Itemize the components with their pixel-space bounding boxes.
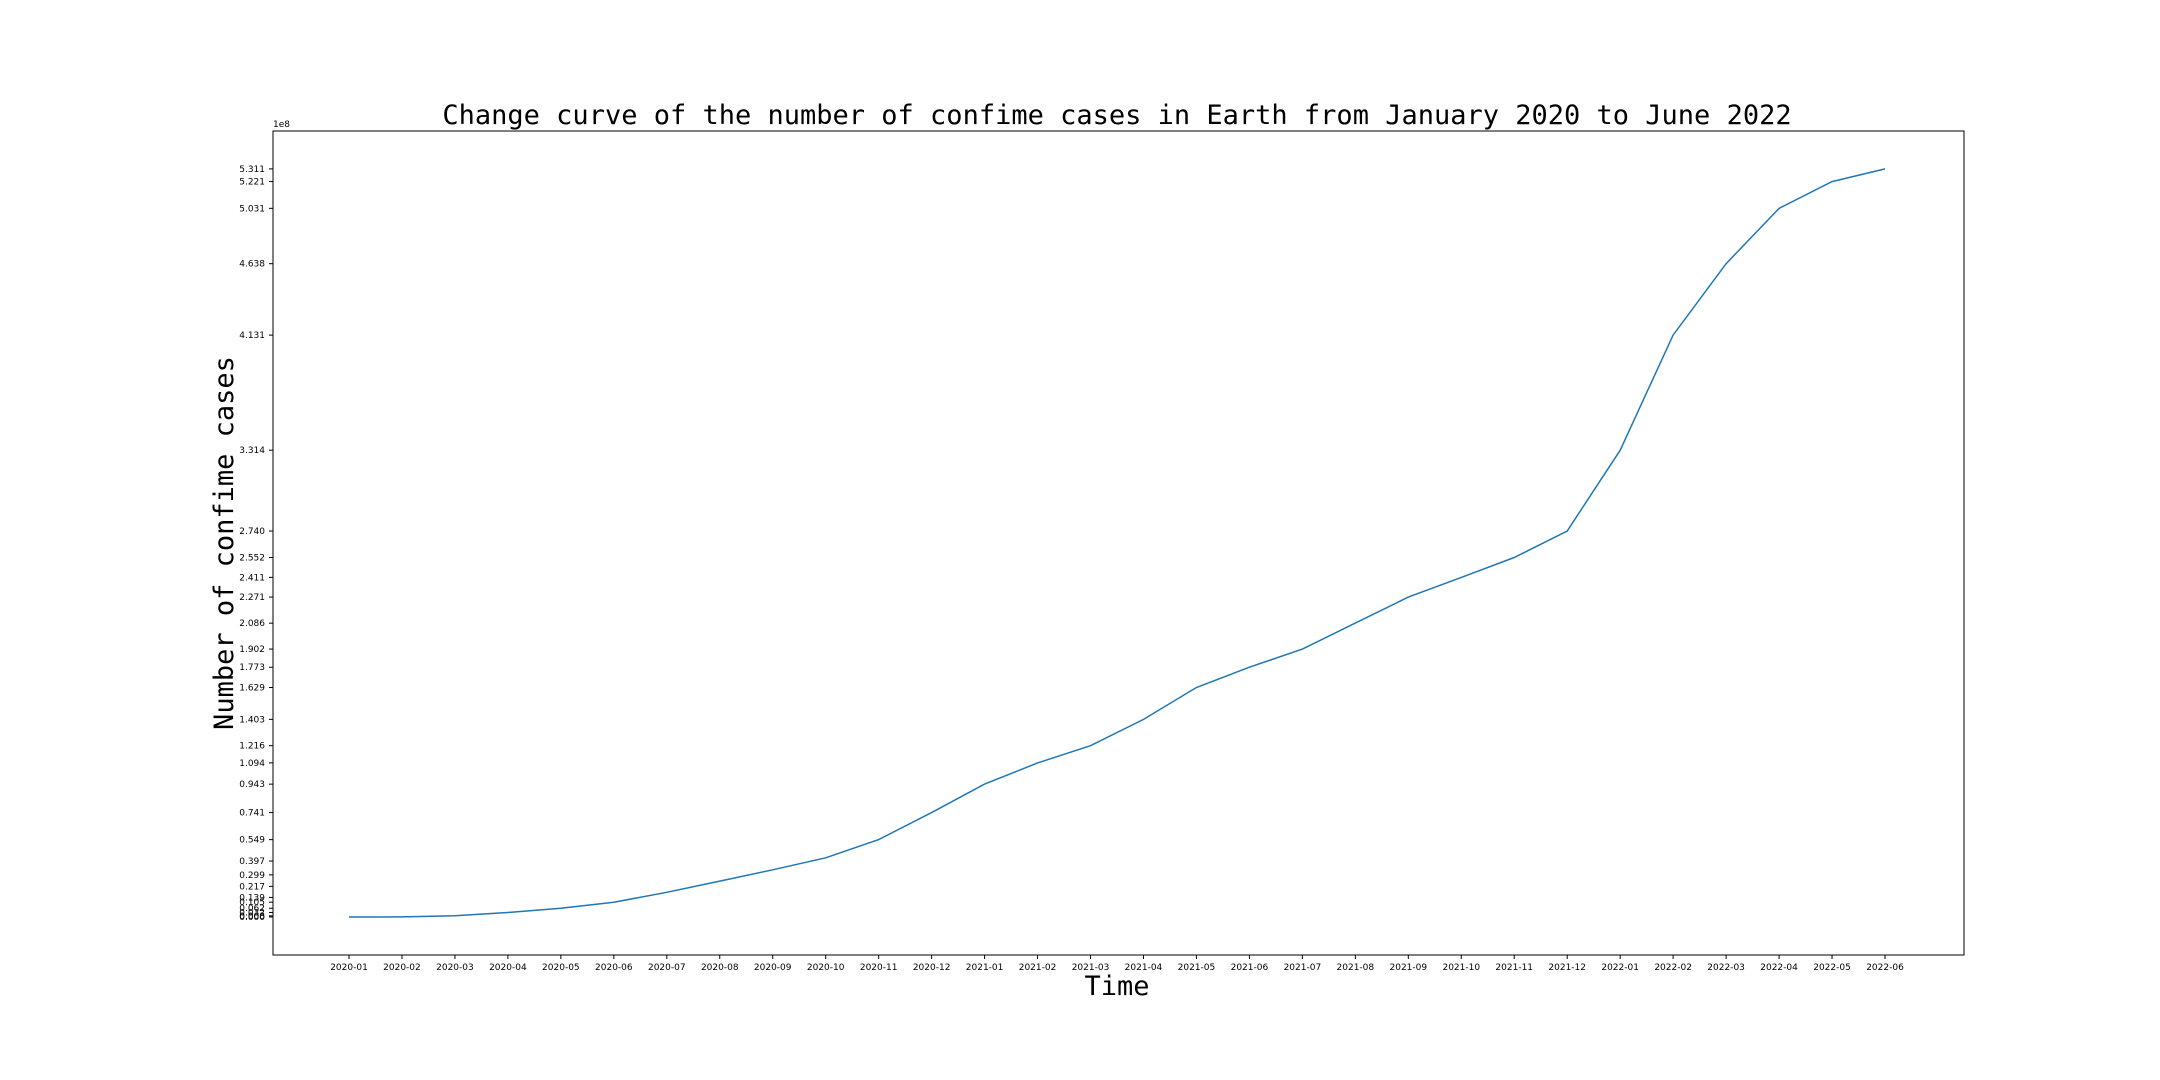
y-tick-label: 2.411 bbox=[239, 573, 265, 583]
y-tick-label: 0.549 bbox=[239, 836, 265, 846]
x-tick-label: 2021-03 bbox=[1072, 963, 1110, 973]
series-line bbox=[348, 168, 1886, 918]
y-tick-label: 5.221 bbox=[239, 178, 265, 188]
x-tick-label: 2022-04 bbox=[1760, 963, 1798, 973]
y-tick-label: 2.271 bbox=[239, 593, 265, 603]
y-tick-label: 1.629 bbox=[239, 684, 265, 694]
y-tick-label: 2.086 bbox=[239, 619, 265, 629]
y-tick-label: 0.397 bbox=[239, 857, 265, 867]
x-tick-label: 2020-09 bbox=[754, 963, 792, 973]
x-tick-label: 2020-10 bbox=[807, 963, 845, 973]
y-tick-label: 2.552 bbox=[239, 554, 265, 564]
x-tick-label: 2021-10 bbox=[1442, 963, 1480, 973]
y-tick-label: 0.105 bbox=[239, 898, 265, 908]
y-tick-label: 5.311 bbox=[239, 165, 265, 175]
chart-title: Change curve of the number of confime ca… bbox=[442, 100, 1791, 131]
x-tick-label: 2022-03 bbox=[1707, 963, 1745, 973]
y-axis-offset-label: 1e8 bbox=[273, 120, 290, 130]
x-tick-label: 2021-02 bbox=[1019, 963, 1057, 973]
y-tick-label: 4.131 bbox=[239, 331, 265, 341]
y-tick-label: 1.403 bbox=[239, 715, 265, 725]
x-tick-label: 2020-07 bbox=[648, 963, 686, 973]
y-axis-label: Number of confime cases bbox=[209, 356, 240, 730]
y-tick-label: 0.062 bbox=[239, 904, 265, 914]
x-tick-label: 2022-01 bbox=[1601, 963, 1639, 973]
x-tick-label: 2022-05 bbox=[1813, 963, 1851, 973]
x-tick-label: 2021-01 bbox=[966, 963, 1004, 973]
y-tick-label: 0.943 bbox=[239, 780, 265, 790]
x-tick-label: 2021-12 bbox=[1548, 963, 1586, 973]
x-tick-label: 2020-02 bbox=[383, 963, 421, 973]
x-tick-label: 2020-11 bbox=[860, 963, 898, 973]
y-tick-label: 0.032 bbox=[239, 908, 265, 918]
y-tick-label: 0.008 bbox=[239, 912, 265, 922]
y-tick-label: 5.031 bbox=[239, 204, 265, 214]
y-tick-label: 0.000 bbox=[239, 913, 265, 923]
y-tick-label: 0.741 bbox=[239, 809, 265, 819]
x-tick-label: 2021-07 bbox=[1284, 963, 1322, 973]
x-tick-label: 2020-05 bbox=[542, 963, 580, 973]
y-tick-label: 0.139 bbox=[239, 893, 265, 903]
plot-frame bbox=[272, 130, 1965, 956]
x-tick-label: 2021-05 bbox=[1178, 963, 1216, 973]
y-tick-label: 2.740 bbox=[239, 527, 265, 537]
x-tick-label: 2020-04 bbox=[489, 963, 527, 973]
y-tick-label: 1.773 bbox=[239, 663, 265, 673]
x-tick-label: 2021-11 bbox=[1495, 963, 1533, 973]
x-tick-label: 2021-06 bbox=[1231, 963, 1269, 973]
y-tick-label: 1.902 bbox=[239, 645, 265, 655]
y-tick-label: 0.299 bbox=[239, 871, 265, 881]
x-tick-label: 2020-06 bbox=[595, 963, 633, 973]
y-tick-label: 4.638 bbox=[239, 260, 265, 270]
x-tick-label: 2022-02 bbox=[1654, 963, 1692, 973]
x-tick-label: 2022-06 bbox=[1866, 963, 1904, 973]
y-tick-label: 1.216 bbox=[239, 742, 265, 752]
x-tick-label: 2020-08 bbox=[701, 963, 739, 973]
x-axis-label: Time bbox=[1084, 971, 1149, 1002]
y-tick-label: 3.314 bbox=[239, 446, 265, 456]
x-tick-label: 2021-08 bbox=[1337, 963, 1375, 973]
x-tick-label: 2020-03 bbox=[436, 963, 474, 973]
x-tick-label: 2021-09 bbox=[1390, 963, 1428, 973]
y-axis-ticks: 0.0000.0080.0320.0620.1050.1390.2170.299… bbox=[239, 165, 273, 923]
x-axis-ticks: 2020-01 2020-02 2020-03 2020-04 2020-05 2020-… bbox=[330, 955, 1904, 973]
x-tick-label: 2021-04 bbox=[1125, 963, 1163, 973]
x-tick-label: 2020-01 bbox=[330, 963, 368, 973]
y-tick-label: 0.217 bbox=[239, 882, 265, 892]
x-tick-label: 2020-12 bbox=[913, 963, 951, 973]
y-tick-label: 1.094 bbox=[239, 759, 265, 769]
